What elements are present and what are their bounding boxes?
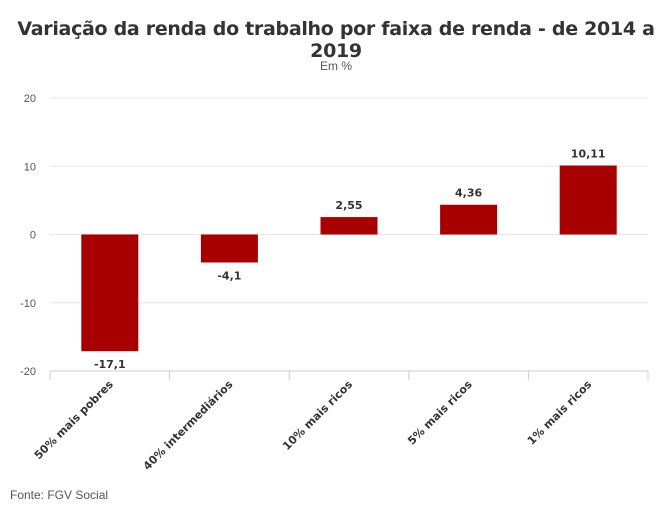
data-label: 2,55 xyxy=(335,199,362,212)
chart-title: Variação da renda do trabalho por faixa … xyxy=(17,18,655,62)
data-label: 4,36 xyxy=(455,187,482,200)
bar xyxy=(559,165,617,235)
bar xyxy=(200,234,258,263)
x-tick-label: 10% mais ricos xyxy=(280,378,355,453)
x-axis xyxy=(49,370,649,380)
x-tick-label: 5% mais ricos xyxy=(405,378,475,448)
y-axis-ticks: 20 10 0 -10 -20 xyxy=(20,93,36,378)
y-tick-label: 0 xyxy=(30,230,36,242)
data-label: -4,1 xyxy=(217,269,241,282)
y-tick-label: -20 xyxy=(20,366,36,378)
data-label: 10,11 xyxy=(571,147,606,160)
x-axis-ticks: 50% mais pobres 40% intermediários 10% mai… xyxy=(32,378,595,473)
bars xyxy=(81,165,617,352)
y-tick-label: 20 xyxy=(24,93,36,105)
y-tick-label: -10 xyxy=(20,298,36,310)
chart-subtitle: Em % xyxy=(319,59,352,73)
source-note: Fonte: FGV Social xyxy=(10,488,109,502)
data-label: -17,1 xyxy=(94,358,126,371)
x-tick-label: 1% mais ricos xyxy=(525,378,595,448)
data-labels: -17,1 -4,1 2,55 4,36 10,11 xyxy=(94,147,606,371)
bar xyxy=(81,234,139,352)
bar xyxy=(320,217,378,235)
x-tick-label: 40% intermediários xyxy=(141,378,236,473)
grid-lines xyxy=(50,97,648,304)
bar xyxy=(440,204,498,235)
x-tick-label: 50% mais pobres xyxy=(32,378,116,462)
bar-chart: 20 10 0 -10 -20 -17,1 -4,1 2,55 4,36 10,11 50% m… xyxy=(20,93,649,473)
y-tick-label: 10 xyxy=(24,161,36,173)
